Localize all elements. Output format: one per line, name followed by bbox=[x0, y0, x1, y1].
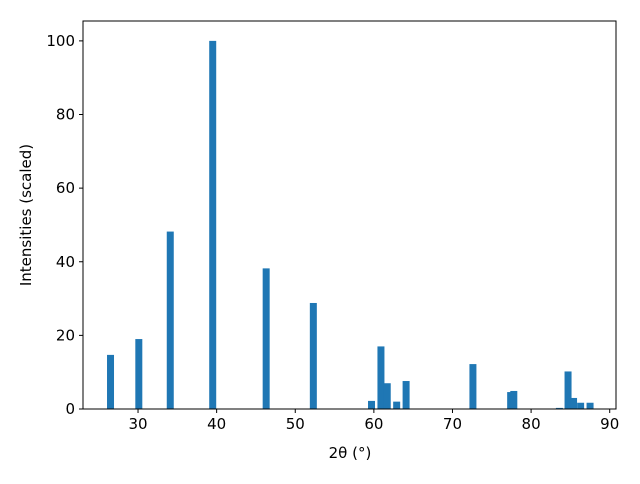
bar bbox=[586, 402, 594, 409]
bar bbox=[209, 40, 217, 409]
x-tick-label: 30 bbox=[128, 415, 147, 433]
bar bbox=[262, 268, 270, 409]
y-tick-label: 60 bbox=[56, 179, 75, 197]
bar bbox=[510, 390, 518, 409]
axes-frame bbox=[82, 20, 617, 410]
x-tick-label: 40 bbox=[207, 415, 226, 433]
x-tick-label: 70 bbox=[443, 415, 462, 433]
bar bbox=[107, 354, 115, 409]
y-tick-label: 80 bbox=[56, 106, 75, 124]
bar bbox=[564, 371, 572, 409]
bar bbox=[469, 364, 477, 409]
x-axis-label: 2θ (°) bbox=[329, 444, 372, 462]
y-tick-label: 40 bbox=[56, 253, 75, 271]
bar bbox=[393, 401, 401, 409]
x-tick-label: 90 bbox=[600, 415, 619, 433]
bar bbox=[570, 397, 578, 409]
bar bbox=[555, 407, 563, 409]
y-tick-label: 20 bbox=[56, 326, 75, 344]
x-tick-label: 60 bbox=[364, 415, 383, 433]
bar bbox=[135, 339, 143, 409]
bar bbox=[377, 346, 385, 409]
plot-area bbox=[107, 40, 594, 409]
bar bbox=[309, 302, 317, 409]
bar bbox=[383, 383, 391, 409]
y-axis-label: Intensities (scaled) bbox=[17, 144, 35, 286]
x-tick-label: 50 bbox=[286, 415, 305, 433]
bar bbox=[402, 381, 410, 409]
y-tick-label: 100 bbox=[46, 32, 75, 50]
bar bbox=[368, 400, 376, 409]
x-tick-label: 80 bbox=[522, 415, 541, 433]
bar bbox=[166, 231, 174, 409]
bar bbox=[577, 402, 585, 409]
y-tick-label: 0 bbox=[65, 400, 75, 418]
